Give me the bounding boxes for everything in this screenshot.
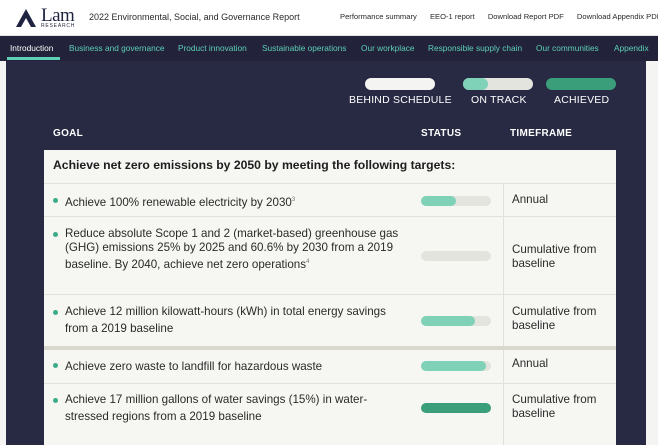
link-download-report-pdf[interactable]: Download Report PDF [487,12,564,21]
section-separator [44,346,616,350]
top-bar: Lam RESEARCH 2022 Environmental, Social,… [0,0,658,36]
legend-on-track-bar [463,78,533,90]
net-zero-title: Achieve net zero emissions by 2050 by me… [53,158,456,172]
waste-water-card: Achieve zero waste to landfill for hazar… [44,350,616,445]
column-divider [503,350,504,383]
table-row: Achieve 12 million kilowatt-hours (kWh) … [44,294,616,346]
nav-business-governance[interactable]: Business and governance [69,43,165,53]
bullet-icon [53,363,58,368]
status-bar [421,316,491,326]
report-title: 2022 Environmental, Social, and Governan… [89,12,300,22]
bullet-icon [53,398,58,403]
status-bar [421,403,491,413]
table-row: Achieve 17 million gallons of water savi… [44,383,616,445]
goal-text: Achieve 17 million gallons of water savi… [65,393,368,423]
link-eeo1-report[interactable]: EEO-1 report [429,12,475,21]
column-divider [503,295,504,346]
goals-panel: BEHIND SCHEDULE ON TRACK ACHIEVED GOAL S… [6,61,646,445]
logo-subtext: RESEARCH [41,23,76,29]
legend-behind-label: BEHIND SCHEDULE [349,94,452,106]
column-divider [503,184,504,216]
goal-text: Achieve 12 million kilowatt-hours (kWh) … [65,305,386,335]
column-divider [503,384,504,445]
status-bar [421,196,491,206]
goal-text: Reduce absolute Scope 1 and 2 (market-ba… [65,227,399,271]
status-bar-fill [421,361,487,371]
top-links: Performance summary EEO-1 report Downloa… [340,12,658,21]
nav-our-communities[interactable]: Our communities [536,43,599,53]
logo-wordmark: Lam [41,5,75,26]
link-download-appendix-pdf[interactable]: Download Appendix PDF [576,12,658,21]
table-row: Achieve 100% renewable electricity by 20… [44,183,616,216]
net-zero-card: Achieve net zero emissions by 2050 by me… [44,150,616,346]
lam-logo[interactable]: Lam RESEARCH [14,5,76,31]
table-row: Achieve zero waste to landfill for hazar… [44,350,616,383]
link-performance-summary[interactable]: Performance summary [340,12,417,21]
nav-introduction[interactable]: Introduction [10,43,54,53]
bullet-icon [53,198,58,203]
status-bar-fill [421,316,475,326]
timeframe-text: Cumulative from baseline [512,393,597,420]
column-divider [503,217,504,294]
bullet-icon [53,232,58,237]
main-content: BEHIND SCHEDULE ON TRACK ACHIEVED GOAL S… [0,61,658,445]
nav-product-innovation[interactable]: Product innovation [178,43,247,53]
section-nav: Introduction Business and governance Pro… [0,36,658,61]
bullet-icon [53,310,58,315]
timeframe-text: Annual [512,357,549,370]
status-bar-fill [421,196,456,206]
legend-behind-bar [365,78,435,90]
status-bar [421,361,491,371]
goal-text: Achieve zero waste to landfill for hazar… [65,359,323,373]
nav-active-indicator [7,57,60,60]
table-row: Reduce absolute Scope 1 and 2 (market-ba… [44,216,616,294]
lam-logo-icon [16,9,36,27]
legend-achieved-bar [546,78,616,90]
timeframe-text: Cumulative from baseline [512,305,597,332]
legend-on-track-fill [463,78,488,90]
status-bar [421,251,491,261]
header-status: STATUS [421,128,462,139]
status-bar-fill [421,403,491,413]
nav-our-workplace[interactable]: Our workplace [361,43,415,53]
legend-achieved-label: ACHIEVED [554,94,610,106]
legend-on-track-label: ON TRACK [471,94,527,106]
timeframe-text: Annual [512,193,549,206]
nav-appendix[interactable]: Appendix [614,43,649,53]
nav-sustainable-operations[interactable]: Sustainable operations [262,43,347,53]
timeframe-text: Cumulative from baseline [512,243,597,270]
header-goal: GOAL [53,128,84,139]
goal-text: Achieve 100% renewable electricity by 20… [65,195,296,209]
header-timeframe: TIMEFRAME [510,128,573,139]
nav-responsible-supply-chain[interactable]: Responsible supply chain [428,43,523,53]
